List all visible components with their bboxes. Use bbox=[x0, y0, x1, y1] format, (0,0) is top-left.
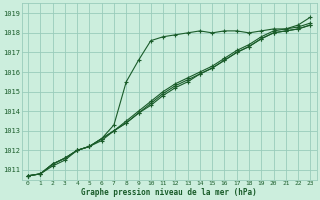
X-axis label: Graphe pression niveau de la mer (hPa): Graphe pression niveau de la mer (hPa) bbox=[81, 188, 257, 197]
